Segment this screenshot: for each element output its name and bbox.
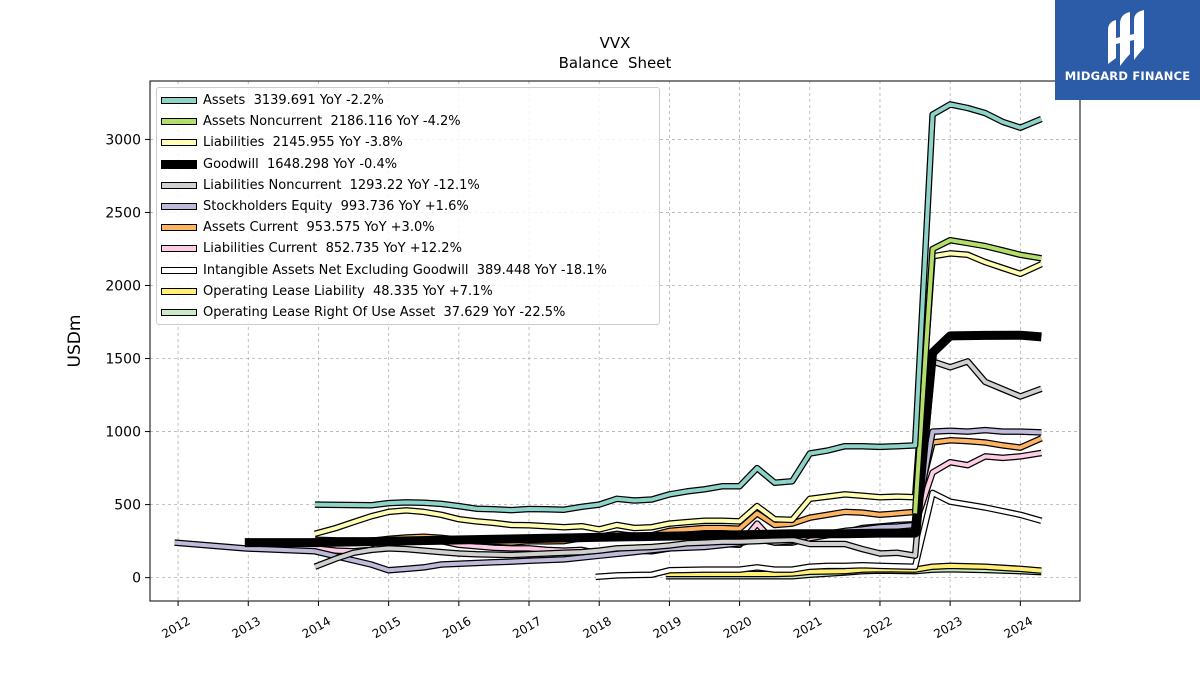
- chart-title: VVX: [600, 34, 631, 52]
- chart-legend: Assets 3139.691 YoY -2.2% Assets Noncurre…: [156, 87, 660, 325]
- y-tick-label: 1000: [105, 425, 141, 441]
- x-tick-label: 2016: [440, 614, 473, 641]
- legend-item: Goodwill 1648.298 YoY -0.4%: [157, 156, 657, 176]
- x-tick-label: 2019: [651, 614, 684, 641]
- legend-swatch: [161, 266, 197, 274]
- series-line-outline: [244, 330, 1042, 548]
- series-line: [665, 563, 1042, 576]
- legend-item: Liabilities Current 852.735 YoY +12.2%: [157, 240, 657, 260]
- series-line: [913, 238, 1042, 514]
- series-intangible-assets-net-excluding-goodwill: [595, 489, 1043, 581]
- series-operating-lease-liability: [665, 562, 1042, 578]
- series-line: [174, 428, 1042, 573]
- legend-item: Liabilities Noncurrent 1293.22 YoY -12.1…: [157, 177, 657, 197]
- legend-label: Stockholders Equity 993.736 YoY +1.6%: [203, 199, 469, 214]
- legend-label: Liabilities 2145.955 YoY -3.8%: [203, 135, 403, 151]
- series-stockholders-equity: [174, 426, 1042, 574]
- x-tick-label: 2018: [580, 614, 613, 641]
- legend-label: Goodwill 1648.298 YoY -0.4%: [203, 156, 398, 172]
- series-goodwill: [244, 330, 1042, 548]
- legend-swatch: [161, 287, 197, 295]
- legend-swatch: [161, 309, 197, 316]
- legend-swatch: [161, 97, 197, 104]
- legend-label: Intangible Assets Net Excluding Goodwill…: [203, 262, 607, 278]
- midgard-logo-icon: [1108, 10, 1144, 66]
- x-tick-label: 2022: [861, 614, 894, 641]
- legend-label: Assets Noncurrent 2186.116 YoY -4.2%: [203, 114, 461, 130]
- series-lines: [174, 101, 1043, 581]
- y-tick-label: 2500: [105, 205, 141, 221]
- plot-frame: [149, 80, 1081, 602]
- y-tick-label: 1500: [105, 352, 141, 368]
- x-tick-label: 2021: [791, 614, 824, 641]
- y-tick-label: 0: [132, 571, 141, 587]
- legend-item: Operating Lease Right Of Use Asset 37.62…: [157, 304, 657, 324]
- legend-item: Stockholders Equity 993.736 YoY +1.6%: [157, 198, 657, 218]
- series-line: [595, 490, 1042, 579]
- y-tick-label: 3000: [105, 132, 141, 148]
- x-tick-label: 2024: [1002, 614, 1035, 641]
- x-tick-label: 2017: [510, 614, 543, 641]
- y-tick-label: 2000: [105, 278, 141, 294]
- legend-swatch: [161, 181, 197, 189]
- legend-label: Assets 3139.691 YoY -2.2%: [203, 93, 384, 108]
- legend-item: Liabilities 2145.955 YoY -3.8%: [157, 134, 657, 154]
- legend-label: Operating Lease Liability 48.335 YoY +7.…: [203, 283, 493, 299]
- x-tick-label: 2015: [370, 614, 403, 641]
- x-tick-label: 2014: [300, 614, 333, 641]
- legend-swatch: [161, 245, 197, 253]
- x-tick-label: 2013: [230, 614, 263, 641]
- x-tick-label: 2012: [159, 614, 192, 641]
- legend-swatch: [161, 118, 197, 126]
- series-line: [314, 102, 1043, 513]
- chart-subtitle: Balance Sheet: [559, 54, 672, 72]
- series-assets: [314, 101, 1043, 514]
- series-assets-noncurrent: [911, 236, 1042, 514]
- legend-item: Assets 3139.691 YoY -2.2%: [157, 92, 657, 112]
- legend-label: Liabilities Noncurrent 1293.22 YoY -12.1…: [203, 177, 480, 193]
- legend-label: Operating Lease Right Of Use Asset 37.62…: [203, 305, 566, 320]
- brand-name: MIDGARD FINANCE: [1064, 69, 1191, 83]
- legend-item: Assets Current 953.575 YoY +3.0%: [157, 219, 657, 239]
- y-tick-label: 500: [114, 498, 141, 514]
- legend-label: Assets Current 953.575 YoY +3.0%: [203, 220, 435, 236]
- brand-logo: MIDGARD FINANCE: [1055, 0, 1200, 100]
- legend-item: Operating Lease Liability 48.335 YoY +7.…: [157, 283, 657, 303]
- legend-swatch: [161, 203, 197, 210]
- legend-label: Liabilities Current 852.735 YoY +12.2%: [203, 241, 462, 257]
- legend-item: Intangible Assets Net Excluding Goodwill…: [157, 262, 657, 282]
- legend-swatch: [161, 159, 197, 169]
- legend-swatch: [161, 139, 197, 147]
- y-axis-label: USDm: [65, 315, 85, 368]
- legend-swatch: [161, 224, 197, 232]
- x-tick-label: 2023: [931, 614, 964, 641]
- legend-item: Assets Noncurrent 2186.116 YoY -4.2%: [157, 113, 657, 133]
- x-tick-label: 2020: [721, 614, 754, 641]
